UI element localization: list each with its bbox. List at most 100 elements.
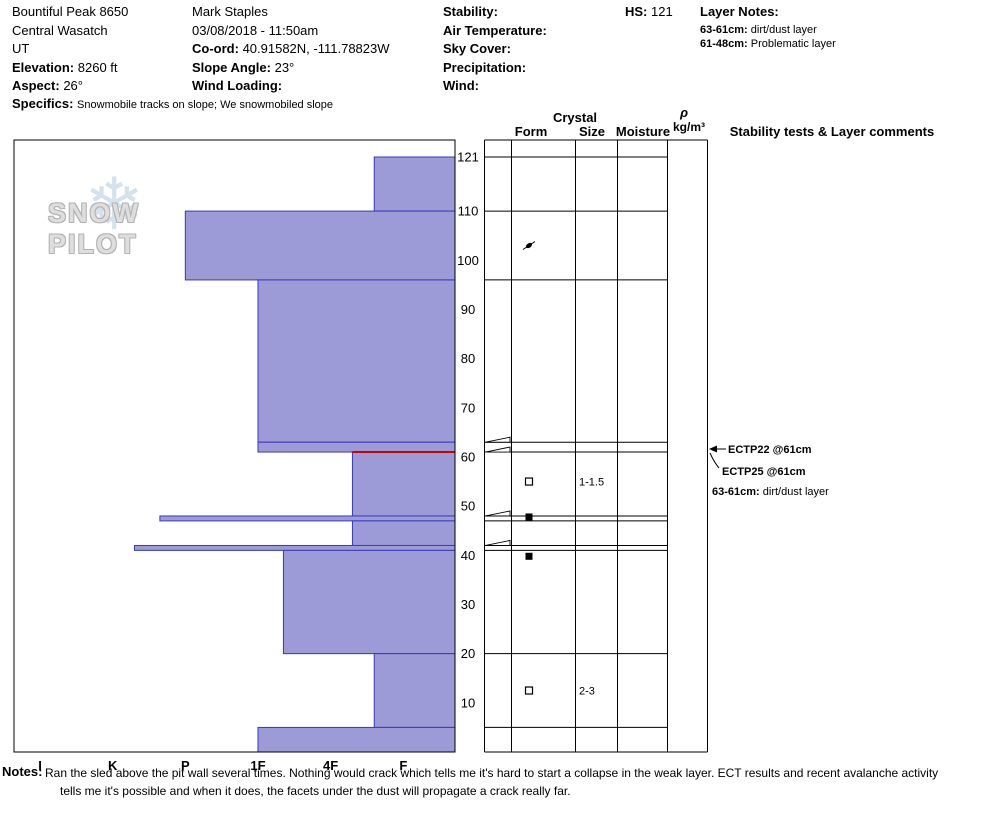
snow-layer-bar [133, 544, 456, 551]
specifics-value: Snowmobile tracks on slope; We snowmobil… [77, 99, 334, 111]
depth-tick-label: 20 [461, 646, 475, 661]
wind-loading-label: Wind Loading: [192, 78, 283, 93]
hs-row: HS: 121 [625, 4, 673, 19]
boundary-marker-arrow [485, 436, 511, 443]
hardness-axis: I K P 1F 4F F [38, 758, 407, 773]
profile-chart-border [13, 139, 456, 753]
depth-tick-label: 121 [457, 150, 479, 165]
hardness-tick-label: 4F [323, 758, 338, 773]
notes-line: Ran the sled above the pit wall several … [45, 766, 939, 780]
layer-boundary-markers [485, 436, 511, 546]
depth-tick-label: 100 [457, 253, 479, 268]
grain-symbols: 1-1.5 2-3 [522, 241, 604, 698]
snow-layer-bar [373, 156, 456, 212]
slope-angle-value: 23° [274, 60, 295, 75]
hardness-tick-label: I [38, 758, 42, 773]
aspect-row: Aspect: 26° [12, 78, 83, 93]
elevation-row: Elevation: 8260 ft [12, 60, 118, 75]
snow-layer-bar [257, 279, 456, 443]
facet-crystal-symbol [524, 686, 534, 695]
depth-tick-label: 10 [461, 695, 475, 710]
decomposing-fragments-symbol [522, 241, 536, 250]
hardness-tick-label: 1F [250, 758, 265, 773]
notes-label: Notes: [2, 764, 43, 779]
boundary-marker-arrow [485, 446, 511, 453]
density-header: ρ [679, 105, 688, 120]
snow-layer-bar [184, 210, 456, 281]
snow-layer-bar [257, 441, 456, 453]
hardness-tick-label: K [108, 758, 118, 773]
slope-angle-label: Slope Angle: [192, 60, 271, 75]
layer-comment: 63-61cm: dirt/dust layer [712, 486, 829, 498]
hs-value: 121 [651, 4, 673, 19]
depth-tick-label: 80 [461, 351, 475, 366]
size-header: Size [579, 124, 605, 139]
ice-layer-symbol [525, 513, 533, 521]
elevation-label: Elevation: [12, 60, 75, 75]
depth-tick-label: 40 [461, 548, 475, 563]
specifics-row: Specifics: Snowmobile tracks on slope; W… [12, 96, 333, 112]
depth-tick-label: 50 [461, 499, 475, 514]
notes-line: tells me it's possible and when it does,… [60, 784, 571, 798]
test-arrow-head [709, 445, 717, 453]
snow-layer-bar [257, 726, 456, 753]
aspect-value: 26° [63, 78, 83, 93]
grain-size-label: 2-3 [579, 686, 595, 698]
wind-label: Wind: [443, 78, 479, 93]
crystal-grid [484, 139, 708, 753]
crystal-header: Crystal [553, 110, 597, 125]
depth-tick-label: 60 [461, 449, 475, 464]
coordinates-value: 40.91582N, -111.78823W [242, 41, 390, 56]
depth-tick-label: 30 [461, 597, 475, 612]
snow-layer-bar [351, 451, 456, 517]
density-units-header: kg/m³ [673, 120, 705, 134]
hardness-tick-label: F [399, 758, 407, 773]
boundary-marker-arrow [485, 510, 511, 517]
slope-angle-row: Slope Angle: 23° [192, 60, 294, 75]
logo-text: SNOW PILOT [48, 198, 140, 259]
elevation-value: 8260 ft [77, 60, 118, 75]
site-name: Bountiful Peak 8650 [12, 4, 129, 19]
layer-note-item: 61-48cm: Problematic layer [700, 38, 836, 51]
stability-tests: ECTP22 @61cm ECTP25 @61cm 63-61cm: dirt/du… [709, 444, 829, 498]
depth-tick-label: 110 [458, 204, 479, 219]
observer-name: Mark Staples [192, 4, 268, 19]
coordinates-label: Co-ord: [192, 41, 239, 56]
test-result-label: ECTP22 @61cm [728, 444, 812, 456]
air-temperature-label: Air Temperature: [443, 23, 547, 38]
depth-tick-label: 70 [461, 400, 475, 415]
boundary-marker-arrow [485, 539, 511, 546]
snowflake-icon: ❄ [84, 165, 145, 245]
sky-cover-label: Sky Cover: [443, 41, 511, 56]
coordinates-row: Co-ord: 40.91582N, -111.78823W [192, 41, 390, 56]
moisture-header: Moisture [616, 124, 670, 139]
stability-label: Stability: [443, 4, 498, 19]
hs-label: HS: [625, 4, 648, 19]
test-result-label: ECTP25 @61cm [722, 466, 806, 478]
aspect-label: Aspect: [12, 78, 60, 93]
layer-note-item: 63-61cm: dirt/dust layer [700, 24, 817, 37]
observation-datetime: 03/08/2018 - 11:50am [192, 23, 319, 38]
profile-bars [133, 156, 456, 753]
layer-notes-title: Layer Notes: [700, 4, 779, 19]
ice-layer-symbol [525, 552, 533, 560]
grain-size-label: 1-1.5 [579, 477, 604, 489]
column-headers: Crystal Form Size Moisture ρkg/m³ Stability t… [515, 105, 934, 139]
test-connector-line [709, 452, 720, 469]
layer-note-range: 63-61cm: [700, 24, 748, 36]
layer-note-text: dirt/dust layer [750, 24, 817, 36]
snow-layer-bar [282, 549, 456, 655]
depth-axis: 121 110 100 90 80 70 60 50 40 30 20 10 [457, 150, 479, 711]
site-state: UT [12, 41, 30, 56]
hardness-tick-label: P [181, 758, 190, 773]
layer-note-range: 61-48cm: [700, 38, 748, 50]
snow-layer-bar [159, 515, 456, 522]
specifics-label: Specifics: [12, 96, 74, 111]
snow-layer-bar [373, 653, 456, 728]
comments-header: Stability tests & Layer comments [730, 124, 934, 139]
snow-layer-bar [351, 520, 456, 546]
precipitation-label: Precipitation: [443, 60, 527, 75]
form-header: Form [515, 124, 548, 139]
